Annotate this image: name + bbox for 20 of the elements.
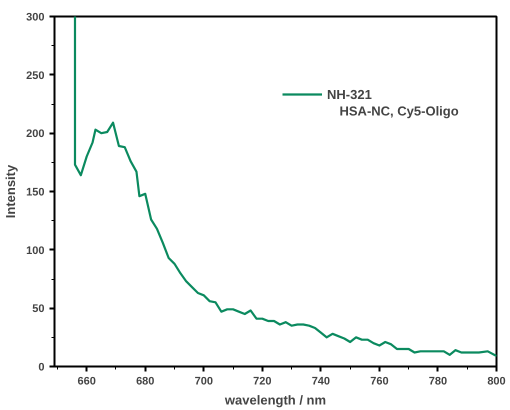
x-axis-title: wavelength / nm — [224, 392, 326, 408]
y-tick-label: 100 — [26, 244, 45, 257]
line-series — [74, 16, 496, 358]
legend-label: NH-321 — [327, 86, 372, 102]
y-axis-title: Intensity — [3, 164, 18, 218]
x-tick-label: 680 — [136, 376, 154, 388]
y-tick-label: 50 — [32, 303, 45, 316]
x-tick-label: 660 — [78, 376, 96, 388]
x-tick-label: 720 — [253, 376, 272, 388]
y-tick-label: 150 — [26, 186, 45, 198]
y-tick-label: 200 — [26, 128, 45, 140]
annotation: HSA-NC, Cy5-Oligo — [340, 104, 459, 118]
y-tick-label: 0 — [38, 362, 45, 374]
y-tick-label: 300 — [26, 12, 45, 24]
x-tick-label: 700 — [194, 376, 213, 388]
x-tick-label: 800 — [487, 376, 506, 388]
x-tick-label: 760 — [370, 376, 389, 388]
x-tick-label: 780 — [428, 376, 448, 388]
y-tick-label: 250 — [26, 70, 45, 82]
x-tick-label: 740 — [312, 376, 330, 388]
